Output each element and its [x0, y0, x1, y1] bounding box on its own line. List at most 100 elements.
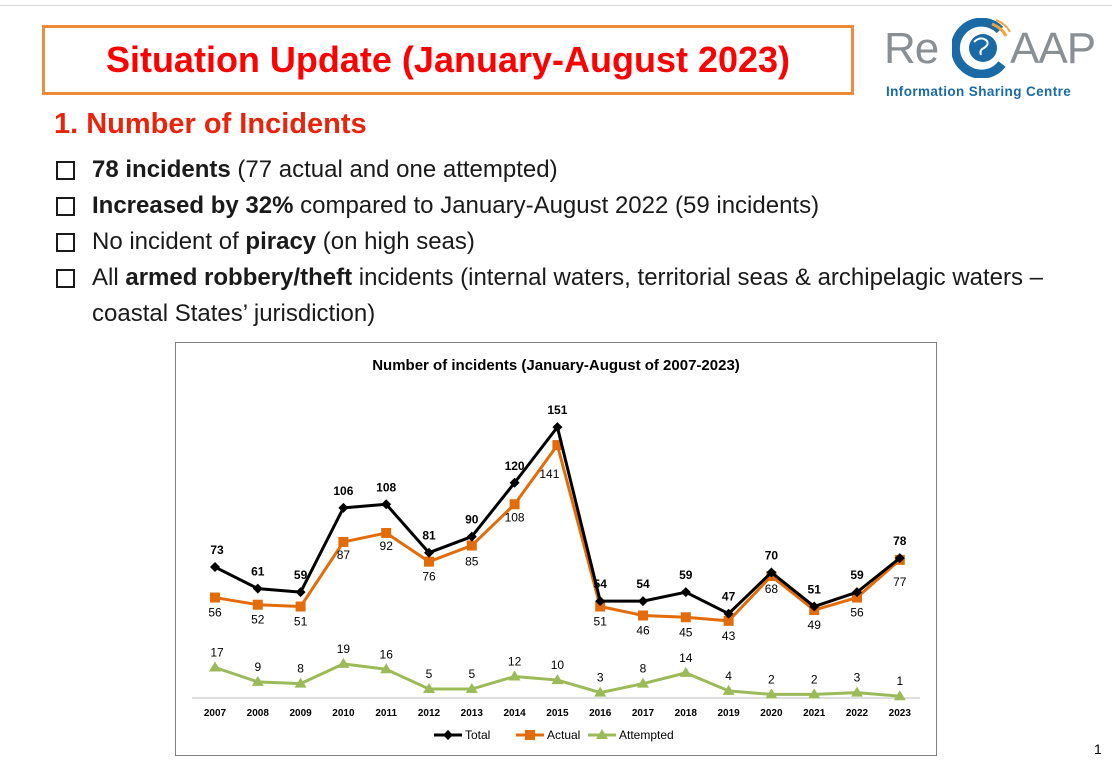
x-tick-label: 2016 [589, 708, 612, 719]
data-label-total: 61 [251, 565, 265, 579]
data-point-diamond [595, 596, 606, 607]
data-label-attempted: 4 [725, 669, 732, 683]
line-chart: 2007 2008 2009 2010 2011 2012 2013 2014 2015 2016… [192, 403, 920, 742]
checkbox-icon [56, 161, 75, 180]
data-point-square [525, 730, 535, 740]
data-label-attempted: 1 [896, 674, 903, 688]
x-tick-label: 2020 [760, 708, 783, 719]
data-point-square [424, 556, 434, 567]
data-label-total: 81 [422, 529, 436, 543]
legend-label: Attempted [619, 728, 674, 742]
data-point-square [680, 612, 691, 623]
x-tick-label: 2015 [546, 708, 569, 719]
checkbox-icon [56, 233, 75, 252]
data-point-triangle [294, 677, 307, 688]
data-label-attempted: 8 [640, 662, 647, 676]
x-tick-label: 2012 [418, 708, 441, 719]
data-label-actual: 49 [808, 618, 822, 632]
data-label-total: 47 [722, 590, 736, 604]
data-label-total: 151 [547, 403, 567, 417]
logo-text-left: Re [884, 24, 939, 73]
data-point-triangle [765, 688, 778, 699]
data-point-square [723, 615, 734, 626]
data-label-actual: 77 [893, 575, 907, 589]
logo-subtitle: Information Sharing Centre [886, 84, 1072, 99]
data-point-diamond [295, 587, 306, 598]
checkbox-icon [56, 197, 75, 216]
bullet-text: compared to January-August 2022 (59 inci… [293, 192, 820, 219]
data-point-diamond [443, 730, 453, 740]
bullet-item: All armed robbery/theft incidents (inter… [54, 260, 1094, 332]
x-tick-label: 2022 [846, 708, 869, 719]
data-point-triangle [594, 686, 607, 697]
data-label-actual: 46 [636, 623, 650, 637]
x-tick-label: 2017 [632, 708, 655, 719]
section-heading: 1. Number of Incidents [54, 108, 367, 140]
data-point-diamond [252, 583, 263, 594]
data-point-triangle [423, 683, 435, 694]
data-point-square [595, 601, 606, 612]
data-point-triangle [465, 683, 478, 694]
data-label-attempted: 14 [679, 651, 693, 665]
data-point-square [381, 527, 392, 538]
bullet-text: (77 actual and one attempted) [230, 156, 558, 183]
x-tick-label: 2008 [247, 708, 270, 719]
data-label-actual: 45 [679, 625, 693, 639]
data-point-triangle [851, 686, 863, 697]
bullet-list: 78 incidents (77 actual and one attempte… [54, 152, 1094, 332]
data-point-diamond [680, 587, 691, 598]
data-point-square [509, 499, 520, 510]
data-label-attempted: 2 [768, 672, 775, 686]
data-point-triangle [893, 690, 906, 701]
data-point-diamond [638, 596, 648, 607]
data-point-triangle [679, 666, 692, 677]
data-point-diamond [809, 601, 820, 612]
data-label-total: 54 [594, 577, 608, 591]
data-point-square [338, 536, 349, 547]
x-tick-label: 2018 [675, 708, 698, 719]
data-label-actual: 56 [850, 606, 864, 620]
data-point-diamond [894, 553, 905, 564]
data-label-attempted: 2 [811, 672, 818, 686]
data-point-triangle [551, 674, 564, 685]
data-label-actual: 141 [539, 467, 559, 481]
data-point-triangle [251, 675, 264, 686]
data-label-total: 108 [376, 480, 396, 494]
recaap-logo: Re AAP Information Sharing Centre [884, 18, 1100, 106]
data-point-square [552, 440, 563, 451]
globe-logo-icon [952, 18, 1011, 78]
x-tick-label: 2021 [803, 708, 826, 719]
data-point-triangle [637, 677, 649, 688]
bullet-item: Increased by 32% compared to January-Aug… [54, 188, 1094, 224]
data-label-total: 78 [893, 534, 907, 548]
logo-text-right: AAP [1010, 24, 1096, 73]
data-label-actual: 76 [422, 570, 436, 584]
data-label-attempted: 10 [551, 658, 565, 672]
data-label-total: 120 [505, 459, 525, 473]
data-label-attempted: 8 [297, 662, 304, 676]
data-label-actual: 51 [594, 615, 608, 629]
checkbox-icon [56, 269, 75, 288]
data-label-total: 73 [210, 543, 224, 557]
data-label-attempted: 5 [426, 667, 433, 681]
data-label-actual: 87 [337, 548, 351, 562]
data-label-actual: 43 [722, 629, 736, 643]
data-point-triangle [722, 684, 735, 695]
bullet-bold: 78 incidents [92, 156, 231, 183]
data-point-square [852, 592, 862, 603]
data-point-diamond [852, 587, 862, 598]
data-label-total: 54 [636, 577, 650, 591]
data-point-square [466, 540, 477, 551]
data-point-triangle [380, 663, 393, 674]
data-label-actual: 52 [251, 613, 265, 627]
bullet-text: incidents (internal waters, territorial … [92, 264, 1044, 327]
x-tick-label: 2014 [503, 708, 526, 719]
data-label-attempted: 16 [380, 647, 394, 661]
data-point-diamond [552, 422, 563, 433]
series-line-total [214, 425, 901, 616]
data-point-triangle [508, 670, 521, 681]
data-label-attempted: 19 [337, 642, 351, 656]
data-point-diamond [723, 608, 734, 619]
bullet-pre: No incident of [92, 228, 246, 255]
bullet-bold: piracy [245, 228, 317, 255]
